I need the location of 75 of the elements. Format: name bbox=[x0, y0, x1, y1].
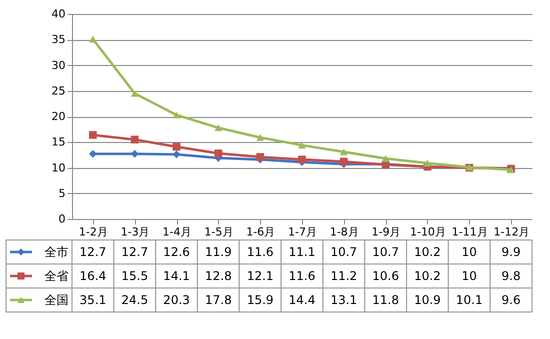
data-label: 12.7 bbox=[121, 245, 148, 259]
y-tick-label: 40 bbox=[52, 8, 66, 20]
point bbox=[214, 124, 222, 132]
data-label: 10.7 bbox=[330, 245, 358, 259]
y-tick-label: 5 bbox=[58, 186, 66, 200]
x-tick-label: 1-2月 bbox=[78, 226, 108, 238]
data-label: 9.8 bbox=[502, 269, 521, 283]
data-label: 11.8 bbox=[372, 293, 399, 307]
data-label: 24.5 bbox=[121, 293, 148, 307]
data-label: 15.9 bbox=[246, 293, 274, 307]
point bbox=[298, 156, 306, 164]
y-tick-label: 25 bbox=[52, 84, 66, 98]
data-label: 12.6 bbox=[163, 245, 190, 259]
x-tick-label: 1-3月 bbox=[120, 226, 150, 238]
x-tick-label: 1-4月 bbox=[162, 226, 192, 238]
x-tick-label: 1-11月 bbox=[452, 226, 488, 238]
x-tick-label: 1-9月 bbox=[372, 226, 401, 238]
data-label: 12.8 bbox=[205, 269, 232, 283]
data-label: 11.2 bbox=[330, 269, 358, 283]
point bbox=[424, 160, 432, 166]
data-label: 10.9 bbox=[414, 293, 441, 307]
point bbox=[340, 158, 348, 166]
y-tick-label: 30 bbox=[52, 58, 66, 72]
legend-label: 全国 bbox=[44, 293, 68, 307]
point bbox=[172, 112, 180, 118]
data-label: 10.6 bbox=[372, 269, 399, 283]
point bbox=[89, 131, 97, 139]
x-tick-label: 1-6月 bbox=[246, 226, 276, 238]
point bbox=[172, 150, 180, 158]
x-tick-label: 1-8月 bbox=[330, 226, 359, 238]
data-label: 15.5 bbox=[121, 269, 148, 283]
x-tick-label: 1-12月 bbox=[494, 226, 530, 238]
point bbox=[89, 36, 97, 42]
y-tick-label: 20 bbox=[52, 110, 66, 123]
point bbox=[130, 90, 139, 97]
point bbox=[256, 134, 264, 141]
data-label: 10 bbox=[462, 245, 477, 259]
data-label: 11.6 bbox=[288, 269, 316, 283]
y-tick-label: 15 bbox=[52, 136, 66, 149]
data-label: 10.2 bbox=[414, 245, 441, 259]
x-tick-label: 1-10月 bbox=[410, 226, 446, 238]
data-label: 14.1 bbox=[163, 269, 190, 283]
data-label: 10 bbox=[462, 269, 477, 283]
data-label: 10.7 bbox=[372, 245, 399, 259]
point bbox=[89, 150, 97, 158]
data-label: 10.2 bbox=[414, 269, 441, 283]
point bbox=[256, 153, 264, 161]
data-label: 11.9 bbox=[205, 245, 232, 259]
data-label: 16.4 bbox=[80, 269, 106, 283]
data-label: 10.1 bbox=[456, 293, 483, 307]
legend-label: 全市 bbox=[44, 245, 68, 259]
x-tick-label: 1-5月 bbox=[204, 226, 234, 238]
y-tick-label: 10 bbox=[52, 161, 66, 174]
data-label: 11.1 bbox=[288, 245, 316, 259]
y-tick-label: 35 bbox=[52, 33, 66, 46]
data-label: 35.1 bbox=[80, 293, 106, 307]
point bbox=[130, 136, 139, 144]
data-label: 12.7 bbox=[80, 245, 106, 259]
y-tick-label: 0 bbox=[58, 212, 66, 226]
data-label: 20.3 bbox=[163, 293, 190, 307]
point bbox=[382, 155, 390, 162]
point bbox=[172, 142, 180, 151]
data-label: 9.6 bbox=[502, 293, 521, 307]
data-label: 11.6 bbox=[246, 245, 274, 259]
data-label: 14.4 bbox=[288, 293, 316, 307]
data-label: 13.1 bbox=[330, 293, 358, 307]
point bbox=[298, 142, 306, 149]
point bbox=[340, 148, 348, 156]
point bbox=[130, 150, 139, 158]
data-label: 17.8 bbox=[205, 293, 232, 307]
data-label: 12.1 bbox=[246, 269, 274, 283]
point bbox=[214, 150, 222, 158]
legend-label: 全省 bbox=[44, 269, 68, 283]
data-label: 9.9 bbox=[502, 245, 521, 259]
x-tick-label: 1-7月 bbox=[288, 226, 317, 238]
